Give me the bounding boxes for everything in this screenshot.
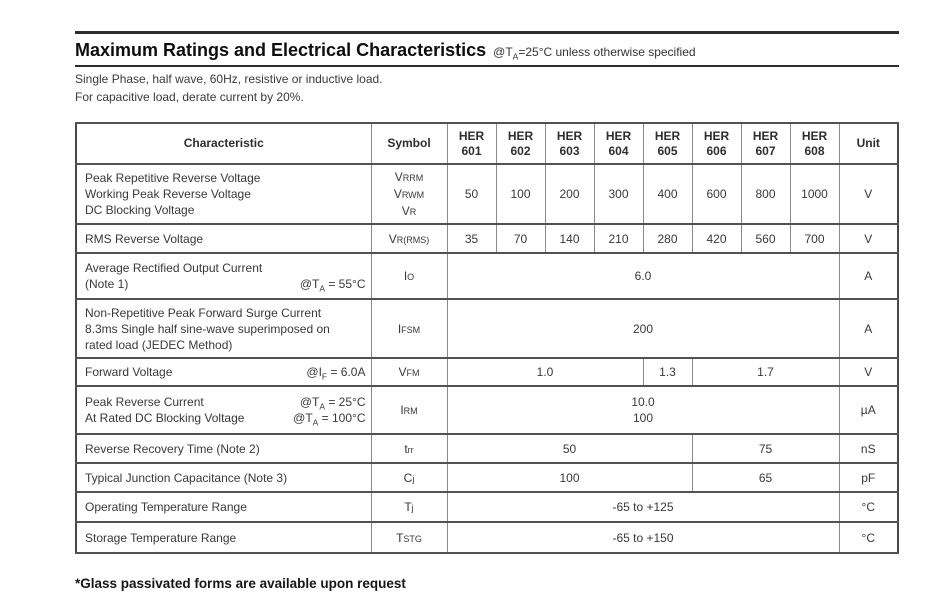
symbol-cell: VFM bbox=[370, 357, 448, 387]
column-header-her601: HER 601 bbox=[446, 122, 497, 165]
unit-cell: °C bbox=[838, 521, 899, 554]
value-cell: 300 bbox=[593, 163, 644, 225]
characteristic-cell: Non-Repetitive Peak Forward Surge Curren… bbox=[75, 298, 372, 359]
unit-cell: µA bbox=[838, 385, 899, 435]
page-title: Maximum Ratings and Electrical Character… bbox=[75, 40, 487, 60]
title-underline-divider bbox=[75, 65, 899, 67]
title-row: Maximum Ratings and Electrical Character… bbox=[75, 40, 899, 61]
value-cell-span: -65 to +150 bbox=[446, 521, 840, 554]
column-header-symbol: Symbol bbox=[370, 122, 448, 165]
condition-if-6a: @IF = 6.0A bbox=[306, 365, 366, 382]
condition-ta-25: @TA = 25°C bbox=[299, 395, 366, 412]
value-cell: 800 bbox=[740, 163, 791, 225]
value-cell: 140 bbox=[544, 223, 595, 254]
row-peak-reverse-current: Peak Reverse Current @TA = 25°C At Rated… bbox=[75, 385, 899, 435]
unit-cell: °C bbox=[838, 491, 899, 523]
load-condition-line-2: For capacitive load, derate current by 2… bbox=[75, 90, 304, 104]
value-cell-span: 1.0 bbox=[446, 357, 644, 387]
symbol-cell: IO bbox=[370, 252, 448, 300]
row-reverse-recovery-time: Reverse Recovery Time (Note 2) trr 50 75… bbox=[75, 433, 899, 464]
unit-cell: V bbox=[838, 357, 899, 387]
column-header-her603: HER 603 bbox=[544, 122, 595, 165]
column-header-unit: Unit bbox=[838, 122, 899, 165]
characteristic-cell: Storage Temperature Range bbox=[75, 521, 372, 554]
column-header-her606: HER 606 bbox=[691, 122, 742, 165]
column-header-her604: HER 604 bbox=[593, 122, 644, 165]
symbol-cell: Cj bbox=[370, 462, 448, 493]
value-cell-span: -65 to +125 bbox=[446, 491, 840, 523]
value-cell: 280 bbox=[642, 223, 693, 254]
unit-cell: A bbox=[838, 252, 899, 300]
title-condition: @TA=25°C unless otherwise specified bbox=[493, 45, 696, 62]
row-operating-temperature: Operating Temperature Range Tj -65 to +1… bbox=[75, 491, 899, 523]
symbol-cell: VRRM VRWM VR bbox=[370, 163, 448, 225]
unit-cell: V bbox=[838, 163, 899, 225]
row-surge-current: Non-Repetitive Peak Forward Surge Curren… bbox=[75, 298, 899, 359]
unit-cell: nS bbox=[838, 433, 899, 464]
characteristic-cell: Reverse Recovery Time (Note 2) bbox=[75, 433, 372, 464]
characteristic-cell: Peak Repetitive Reverse Voltage Working … bbox=[75, 163, 372, 225]
value-cell: 400 bbox=[642, 163, 693, 225]
characteristic-cell: Average Rectified Output Current (Note 1… bbox=[75, 252, 372, 300]
row-reverse-voltage: Peak Repetitive Reverse Voltage Working … bbox=[75, 163, 899, 225]
column-header-her607: HER 607 bbox=[740, 122, 791, 165]
value-cell: 100 bbox=[495, 163, 546, 225]
glass-passivated-footnote: *Glass passivated forms are available up… bbox=[75, 576, 406, 591]
value-cell: 700 bbox=[789, 223, 840, 254]
value-cell-span: 100 bbox=[446, 462, 693, 493]
characteristic-cell: RMS Reverse Voltage bbox=[75, 223, 372, 254]
condition-ta-100: @TA = 100°C bbox=[293, 411, 366, 428]
ratings-table: Characteristic Symbol HER 601 HER 602 HER 6… bbox=[75, 122, 899, 554]
condition-ta-55: @TA = 55°C bbox=[299, 277, 366, 294]
value-cell: 1000 bbox=[789, 163, 840, 225]
load-condition-line-1: Single Phase, half wave, 60Hz, resistive… bbox=[75, 72, 383, 86]
characteristic-cell: Operating Temperature Range bbox=[75, 491, 372, 523]
characteristic-cell: Typical Junction Capacitance (Note 3) bbox=[75, 462, 372, 493]
characteristic-cell: Peak Reverse Current @TA = 25°C At Rated… bbox=[75, 385, 372, 435]
value-cell: 1.3 bbox=[642, 357, 693, 387]
symbol-cell: trr bbox=[370, 433, 448, 464]
symbol-cell: Tj bbox=[370, 491, 448, 523]
column-header-her602: HER 602 bbox=[495, 122, 546, 165]
row-rms-reverse-voltage: RMS Reverse Voltage VR(RMS) 35 70 140 21… bbox=[75, 223, 899, 254]
unit-cell: pF bbox=[838, 462, 899, 493]
row-storage-temperature: Storage Temperature Range TSTG -65 to +1… bbox=[75, 521, 899, 554]
row-average-rectified-output-current: Average Rectified Output Current (Note 1… bbox=[75, 252, 899, 300]
column-header-her605: HER 605 bbox=[642, 122, 693, 165]
value-cell: 600 bbox=[691, 163, 742, 225]
value-cell: 35 bbox=[446, 223, 497, 254]
value-cell-span: 200 bbox=[446, 298, 840, 359]
value-cell-span: 75 bbox=[691, 433, 840, 464]
symbol-cell: IFSM bbox=[370, 298, 448, 359]
value-cell: 200 bbox=[544, 163, 595, 225]
unit-cell: A bbox=[838, 298, 899, 359]
value-cell: 50 bbox=[446, 163, 497, 225]
symbol-cell: VR(RMS) bbox=[370, 223, 448, 254]
column-header-her608: HER 608 bbox=[789, 122, 840, 165]
value-cell-span: 65 bbox=[691, 462, 840, 493]
unit-cell: V bbox=[838, 223, 899, 254]
characteristic-cell: Forward Voltage @IF = 6.0A bbox=[75, 357, 372, 387]
value-cell: 420 bbox=[691, 223, 742, 254]
top-divider bbox=[75, 31, 899, 34]
value-cell-span: 50 bbox=[446, 433, 693, 464]
value-cell-span: 10.0 100 bbox=[446, 385, 840, 435]
row-forward-voltage: Forward Voltage @IF = 6.0A VFM 1.0 1.3 1… bbox=[75, 357, 899, 387]
symbol-cell: IRM bbox=[370, 385, 448, 435]
symbol-cell: TSTG bbox=[370, 521, 448, 554]
value-cell-span: 1.7 bbox=[691, 357, 840, 387]
datasheet-page: Maximum Ratings and Electrical Character… bbox=[75, 0, 899, 591]
value-cell-span: 6.0 bbox=[446, 252, 840, 300]
value-cell: 210 bbox=[593, 223, 644, 254]
column-header-characteristic: Characteristic bbox=[75, 122, 372, 165]
value-cell: 560 bbox=[740, 223, 791, 254]
row-junction-capacitance: Typical Junction Capacitance (Note 3) Cj… bbox=[75, 462, 899, 493]
table-header-row: Characteristic Symbol HER 601 HER 602 HER 6… bbox=[75, 122, 899, 165]
value-cell: 70 bbox=[495, 223, 546, 254]
